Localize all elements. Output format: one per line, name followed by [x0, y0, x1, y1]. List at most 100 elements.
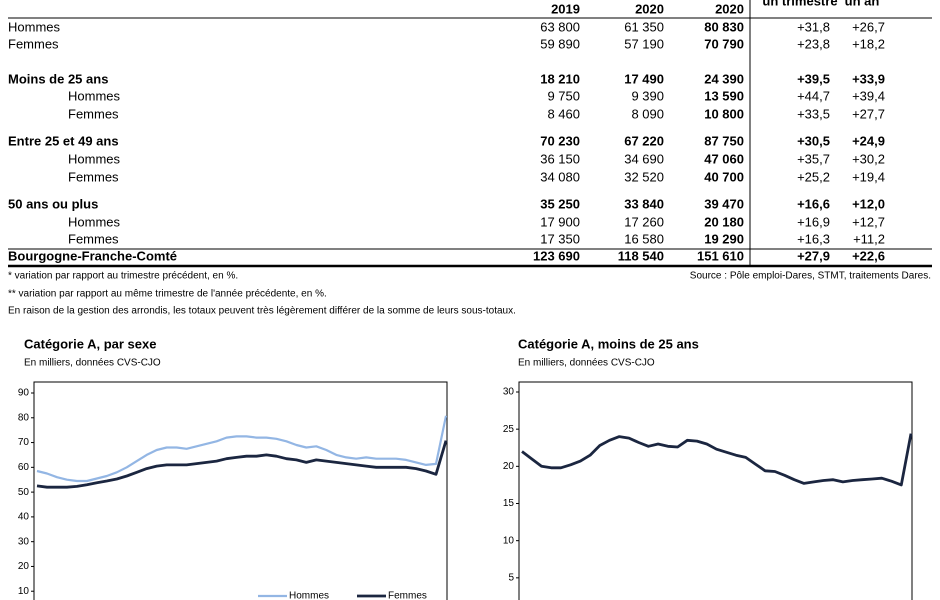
cell: 61 350	[624, 19, 664, 34]
cell: 24 390	[704, 71, 744, 86]
cell: +39,4	[852, 88, 885, 103]
y-tick-label: 90	[18, 388, 30, 399]
cell: 19 290	[704, 231, 744, 246]
cell: 20 180	[704, 214, 744, 229]
row-label: Hommes	[68, 151, 121, 166]
y-tick-label: 20	[503, 461, 515, 472]
cell: +35,7	[797, 151, 830, 166]
row-label: Femmes	[68, 231, 119, 246]
y-tick-label: 10	[18, 586, 30, 597]
series-line	[521, 433, 913, 487]
cell: 36 150	[540, 151, 580, 166]
cell: 57 190	[624, 36, 664, 51]
cell: +16,6	[797, 196, 830, 211]
cell: +44,7	[797, 88, 830, 103]
cell: 17 490	[624, 71, 664, 86]
cell: +16,3	[797, 231, 830, 246]
cell: 16 580	[624, 231, 664, 246]
cell: 17 260	[624, 214, 664, 229]
plot-frame	[33, 381, 448, 600]
column-header: 2020	[635, 1, 664, 16]
cell: 9 390	[631, 88, 664, 103]
cell: 67 220	[624, 133, 664, 148]
cell: 87 750	[704, 133, 744, 148]
cell: +26,7	[852, 19, 885, 34]
column-header: 2020	[715, 1, 744, 16]
source: Source : Pôle emploi-Dares, STMT, traite…	[690, 271, 931, 282]
cell: +12,0	[852, 196, 885, 211]
cell: 80 830	[704, 19, 744, 34]
cell: 47 060	[704, 151, 744, 166]
cell: +27,7	[852, 106, 885, 121]
y-tick-label: 10	[503, 535, 515, 546]
y-tick-label: 40	[18, 512, 30, 523]
chart-title: Catégorie A, moins de 25 ans	[518, 336, 699, 351]
y-tick-label: 5	[508, 572, 514, 583]
column-header: un trimestre	[762, 0, 837, 8]
y-tick-label: 60	[18, 462, 30, 473]
cell: +16,9	[797, 214, 830, 229]
y-tick-label: 70	[18, 437, 30, 448]
cell: +11,2	[853, 231, 885, 246]
row-label: Hommes	[8, 19, 61, 34]
cell: 40 700	[704, 169, 744, 184]
cell: +30,2	[852, 151, 885, 166]
y-tick-label: 20	[18, 561, 30, 572]
row-label: Moins de 25 ans	[8, 71, 108, 86]
cell: 10 800	[704, 106, 744, 121]
row-label: 50 ans ou plus	[8, 196, 98, 211]
note: ** variation par rapport au même trimest…	[8, 289, 327, 300]
cell: 34 690	[624, 151, 664, 166]
cell: +18,2	[852, 36, 885, 51]
cell: 39 470	[704, 196, 744, 211]
y-tick-label: 30	[18, 536, 30, 547]
legend-label: Femmes	[388, 591, 427, 600]
cell: 70 790	[704, 36, 744, 51]
cell: 8 460	[547, 106, 580, 121]
row-label: Hommes	[68, 88, 121, 103]
cell: 70 230	[540, 133, 580, 148]
legend-label: Hommes	[289, 591, 329, 600]
cell: 18 210	[540, 71, 580, 86]
row-label: Bourgogne-Franche-Comté	[8, 248, 177, 263]
row-label: Hommes	[68, 214, 121, 229]
cell: 13 590	[704, 88, 744, 103]
chart-title: Catégorie A, par sexe	[24, 336, 156, 351]
note: * variation par rapport au trimestre pré…	[8, 271, 238, 282]
row-label: Femmes	[8, 36, 59, 51]
y-tick-label: 80	[18, 412, 30, 423]
cell: +24,9	[852, 133, 885, 148]
cell: +12,7	[852, 214, 885, 229]
cell: 9 750	[547, 88, 580, 103]
cell: +23,8	[797, 36, 830, 51]
row-label: Femmes	[68, 169, 119, 184]
note: En raison de la gestion des arrondis, le…	[8, 306, 516, 317]
cell: 151 610	[697, 248, 744, 263]
cell: +31,8	[797, 19, 830, 34]
chart-subtitle: En milliers, données CVS-CJO	[518, 358, 655, 369]
y-tick-label: 50	[18, 487, 30, 498]
cell: +25,2	[797, 169, 830, 184]
column-header: 2019	[551, 1, 580, 16]
cell: 59 890	[540, 36, 580, 51]
y-tick-label: 25	[503, 424, 515, 435]
cell: +30,5	[797, 133, 830, 148]
y-tick-label: 30	[503, 387, 515, 398]
series-line	[36, 440, 448, 489]
row-label: Entre 25 et 49 ans	[8, 133, 119, 148]
cell: 63 800	[540, 19, 580, 34]
cell: 35 250	[540, 196, 580, 211]
cell: +33,5	[797, 106, 830, 121]
cell: 32 520	[624, 169, 664, 184]
cell: 34 080	[540, 169, 580, 184]
column-header: un an	[845, 0, 880, 8]
plot-frame	[518, 381, 913, 600]
cell: +22,6	[852, 248, 885, 263]
cell: 17 900	[540, 214, 580, 229]
cell: +33,9	[852, 71, 885, 86]
cell: 118 540	[618, 248, 664, 263]
row-label: Femmes	[68, 106, 119, 121]
cell: +19,4	[852, 169, 885, 184]
